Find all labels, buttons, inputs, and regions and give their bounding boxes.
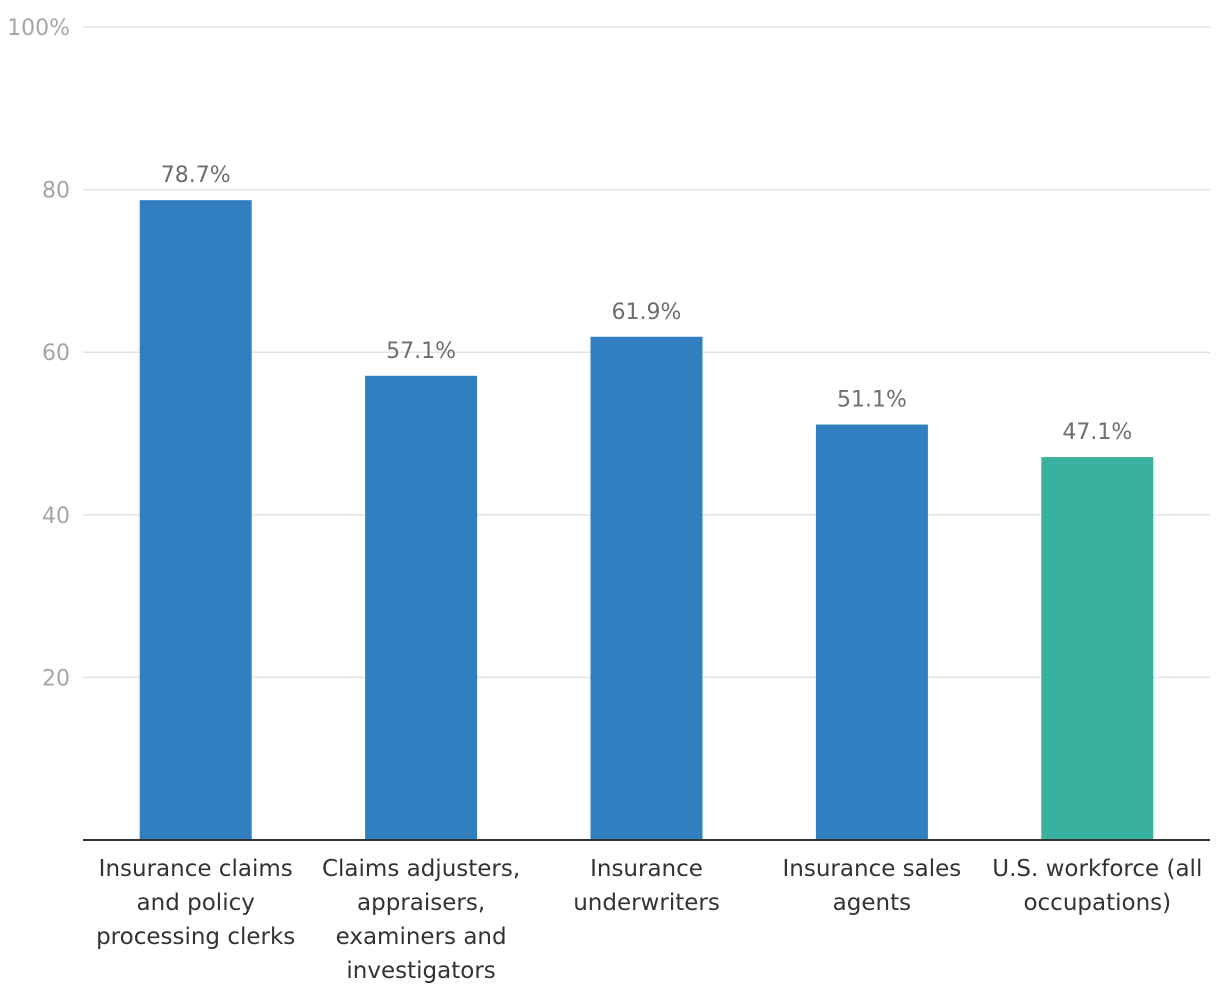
bar xyxy=(815,424,928,840)
bar xyxy=(1041,457,1154,840)
x-category-label-line: and policy xyxy=(137,890,255,916)
x-category-label-line: occupations) xyxy=(1023,890,1171,916)
bar-value-label: 51.1% xyxy=(837,388,907,413)
x-category-label-line: Claims adjusters, xyxy=(322,856,520,882)
x-axis-category-labels: Insurance claims and policy processing cle… xyxy=(96,856,1202,984)
x-category-label: U.S. workforce (all occupations) xyxy=(992,856,1202,916)
x-category-label-line: U.S. workforce (all xyxy=(992,856,1202,882)
x-category-label-line: agents xyxy=(833,890,911,916)
y-tick-label: 40 xyxy=(42,504,70,529)
y-tick-label: 20 xyxy=(42,666,70,691)
bar-value-label: 57.1% xyxy=(386,339,456,364)
y-tick-label: 60 xyxy=(42,341,70,366)
x-category-label: Claims adjusters, appraisers, examiners an… xyxy=(322,856,520,984)
bar-value-label: 47.1% xyxy=(1062,420,1132,445)
bar xyxy=(365,375,478,840)
x-category-label-line: Insurance sales xyxy=(783,856,962,882)
x-category-label-line: investigators xyxy=(346,958,495,984)
data-labels: 78.7% 57.1% 61.9% 51.1% 47.1% xyxy=(161,163,1132,445)
y-tick-label: 100% xyxy=(7,16,70,41)
x-category-label-line: Insurance xyxy=(590,856,703,882)
bar-value-label: 78.7% xyxy=(161,163,231,188)
bar xyxy=(590,336,703,840)
bar-value-label: 61.9% xyxy=(612,300,682,325)
y-tick-label: 80 xyxy=(42,179,70,204)
bar xyxy=(139,200,252,840)
x-category-label-line: Insurance claims xyxy=(99,856,293,882)
bars xyxy=(139,200,1154,840)
x-category-label: Insurance sales agents xyxy=(783,856,962,916)
x-category-label-line: appraisers, xyxy=(357,890,485,916)
x-category-label-line: processing clerks xyxy=(96,924,295,950)
x-category-label: Insurance claims and policy processing cle… xyxy=(96,856,295,950)
x-category-label-line: examiners and xyxy=(336,924,507,950)
y-axis-tick-labels: 20 40 60 80 100% xyxy=(7,16,70,691)
x-category-label: Insurance underwriters xyxy=(573,856,720,916)
x-category-label-line: underwriters xyxy=(573,890,720,916)
